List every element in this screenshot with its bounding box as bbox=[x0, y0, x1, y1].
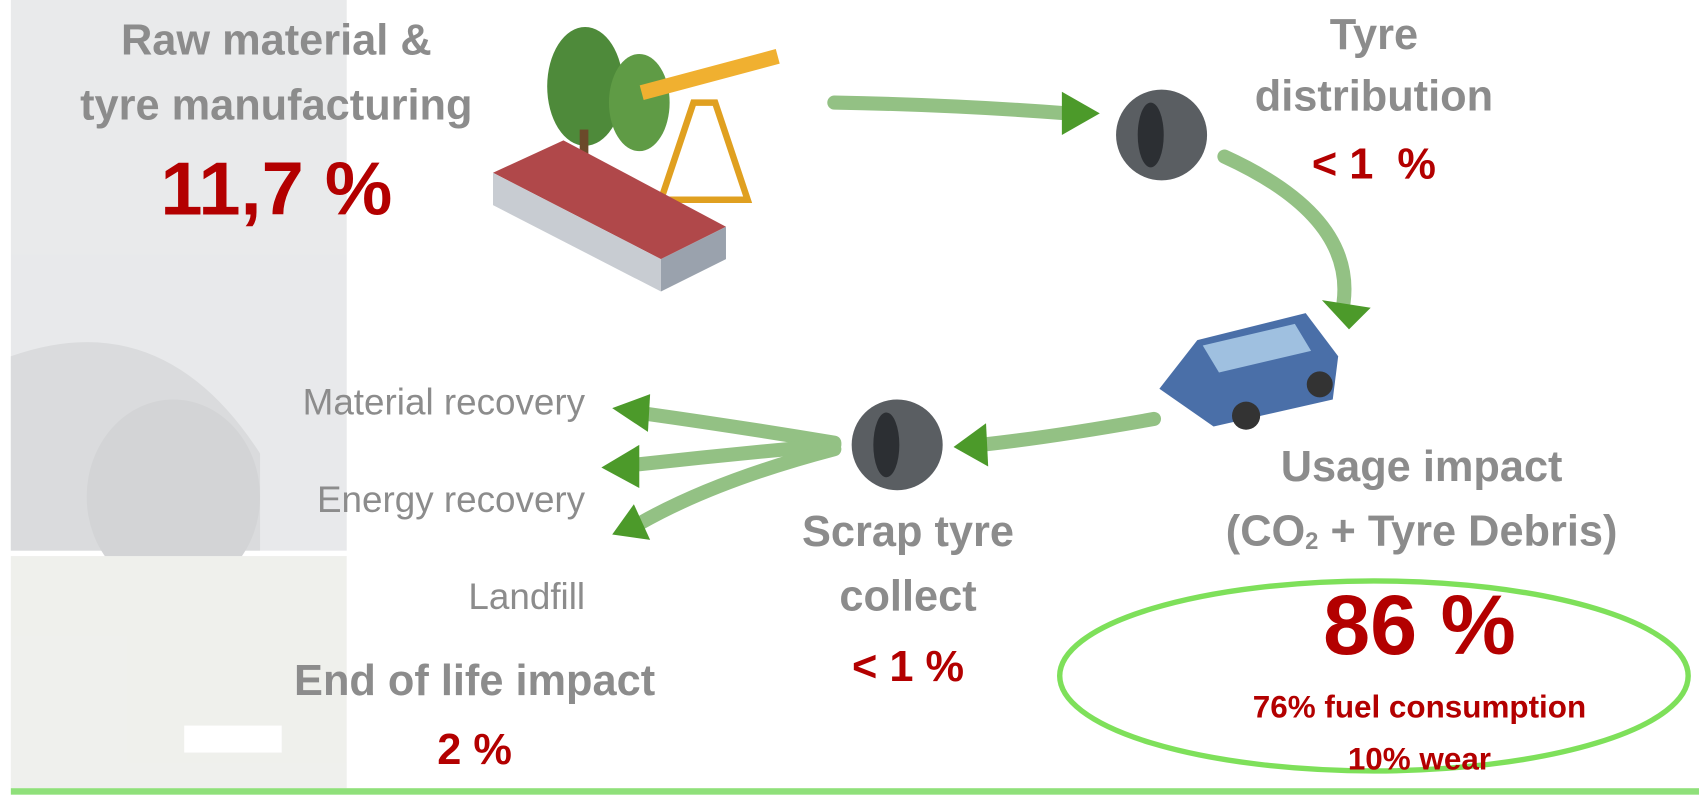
manufacturing-illustration bbox=[493, 27, 780, 292]
stage-title: Raw material & bbox=[121, 17, 432, 65]
flow-arrows bbox=[601, 92, 1370, 540]
share-breakdown: 10% wear bbox=[1348, 742, 1491, 777]
tyre-icon bbox=[852, 400, 943, 491]
stage-share: 2 % bbox=[437, 726, 512, 774]
bottom-rule bbox=[11, 788, 1699, 794]
page: Raw material & tyre manufacturing 11,7 %… bbox=[0, 0, 1699, 799]
share-breakdown: 76% fuel consumption bbox=[1253, 690, 1586, 725]
stage-subtitle: (CO2 + Tyre Debris) bbox=[1226, 508, 1618, 556]
stage-title: collect bbox=[839, 573, 976, 621]
tyre-icon bbox=[1116, 90, 1207, 181]
end-of-life-option: Energy recovery bbox=[317, 479, 586, 520]
stage-share: 11,7 % bbox=[160, 146, 392, 231]
stage-title: End of life impact bbox=[294, 657, 655, 705]
subtitle-subscript: 2 bbox=[1305, 528, 1318, 555]
stage-share: < 1 % bbox=[852, 643, 964, 691]
stage-title: Usage impact bbox=[1281, 443, 1563, 491]
stage-title: Tyre bbox=[1330, 11, 1418, 59]
stage-share: 86 % bbox=[1323, 578, 1516, 672]
end-of-life-option: Landfill bbox=[468, 576, 585, 617]
stage-title: Scrap tyre bbox=[802, 508, 1014, 556]
car-icon bbox=[1159, 313, 1338, 430]
diagram: Raw material & tyre manufacturing 11,7 %… bbox=[0, 0, 1699, 799]
subtitle-part: (CO bbox=[1226, 508, 1305, 556]
stage-title: distribution bbox=[1255, 73, 1493, 121]
stage-title: tyre manufacturing bbox=[80, 81, 472, 129]
end-of-life-option: Material recovery bbox=[303, 382, 586, 423]
subtitle-part: + Tyre Debris) bbox=[1318, 508, 1617, 556]
stage-share: < 1 % bbox=[1312, 141, 1436, 189]
